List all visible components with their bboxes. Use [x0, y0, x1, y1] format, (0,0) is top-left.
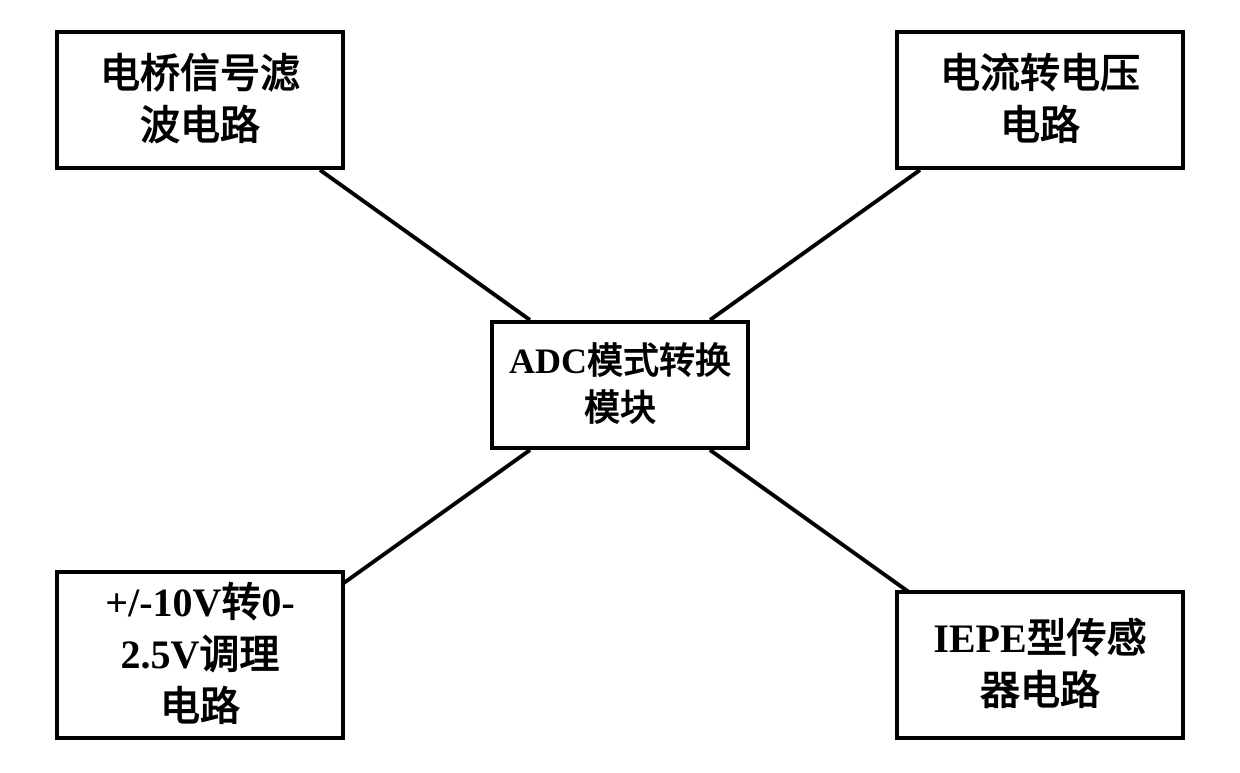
node-bottom-left-label: +/-10V转0- 2.5V调理 电路: [105, 577, 294, 733]
node-top-right-label: 电流转电压 电路: [940, 48, 1140, 152]
node-center: ADC模式转换 模块: [490, 320, 750, 450]
node-bottom-right: IEPE型传感 器电路: [895, 590, 1185, 740]
node-top-left-label: 电桥信号滤 波电路: [100, 48, 300, 152]
diagram-container: 电桥信号滤 波电路 电流转电压 电路 ADC模式转换 模块 +/-10V转0- …: [0, 0, 1240, 773]
edge-br-center: [710, 450, 920, 600]
edge-tl-center: [320, 170, 530, 320]
node-top-right: 电流转电压 电路: [895, 30, 1185, 170]
edge-tr-center: [710, 170, 920, 320]
node-bottom-right-label: IEPE型传感 器电路: [933, 613, 1146, 717]
node-bottom-left: +/-10V转0- 2.5V调理 电路: [55, 570, 345, 740]
node-top-left: 电桥信号滤 波电路: [55, 30, 345, 170]
edge-bl-center: [320, 450, 530, 600]
node-center-label: ADC模式转换 模块: [509, 338, 731, 432]
